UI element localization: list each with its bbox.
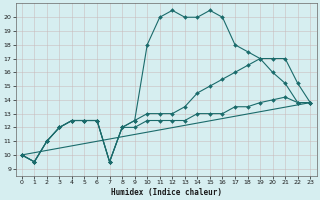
X-axis label: Humidex (Indice chaleur): Humidex (Indice chaleur) <box>110 188 221 197</box>
